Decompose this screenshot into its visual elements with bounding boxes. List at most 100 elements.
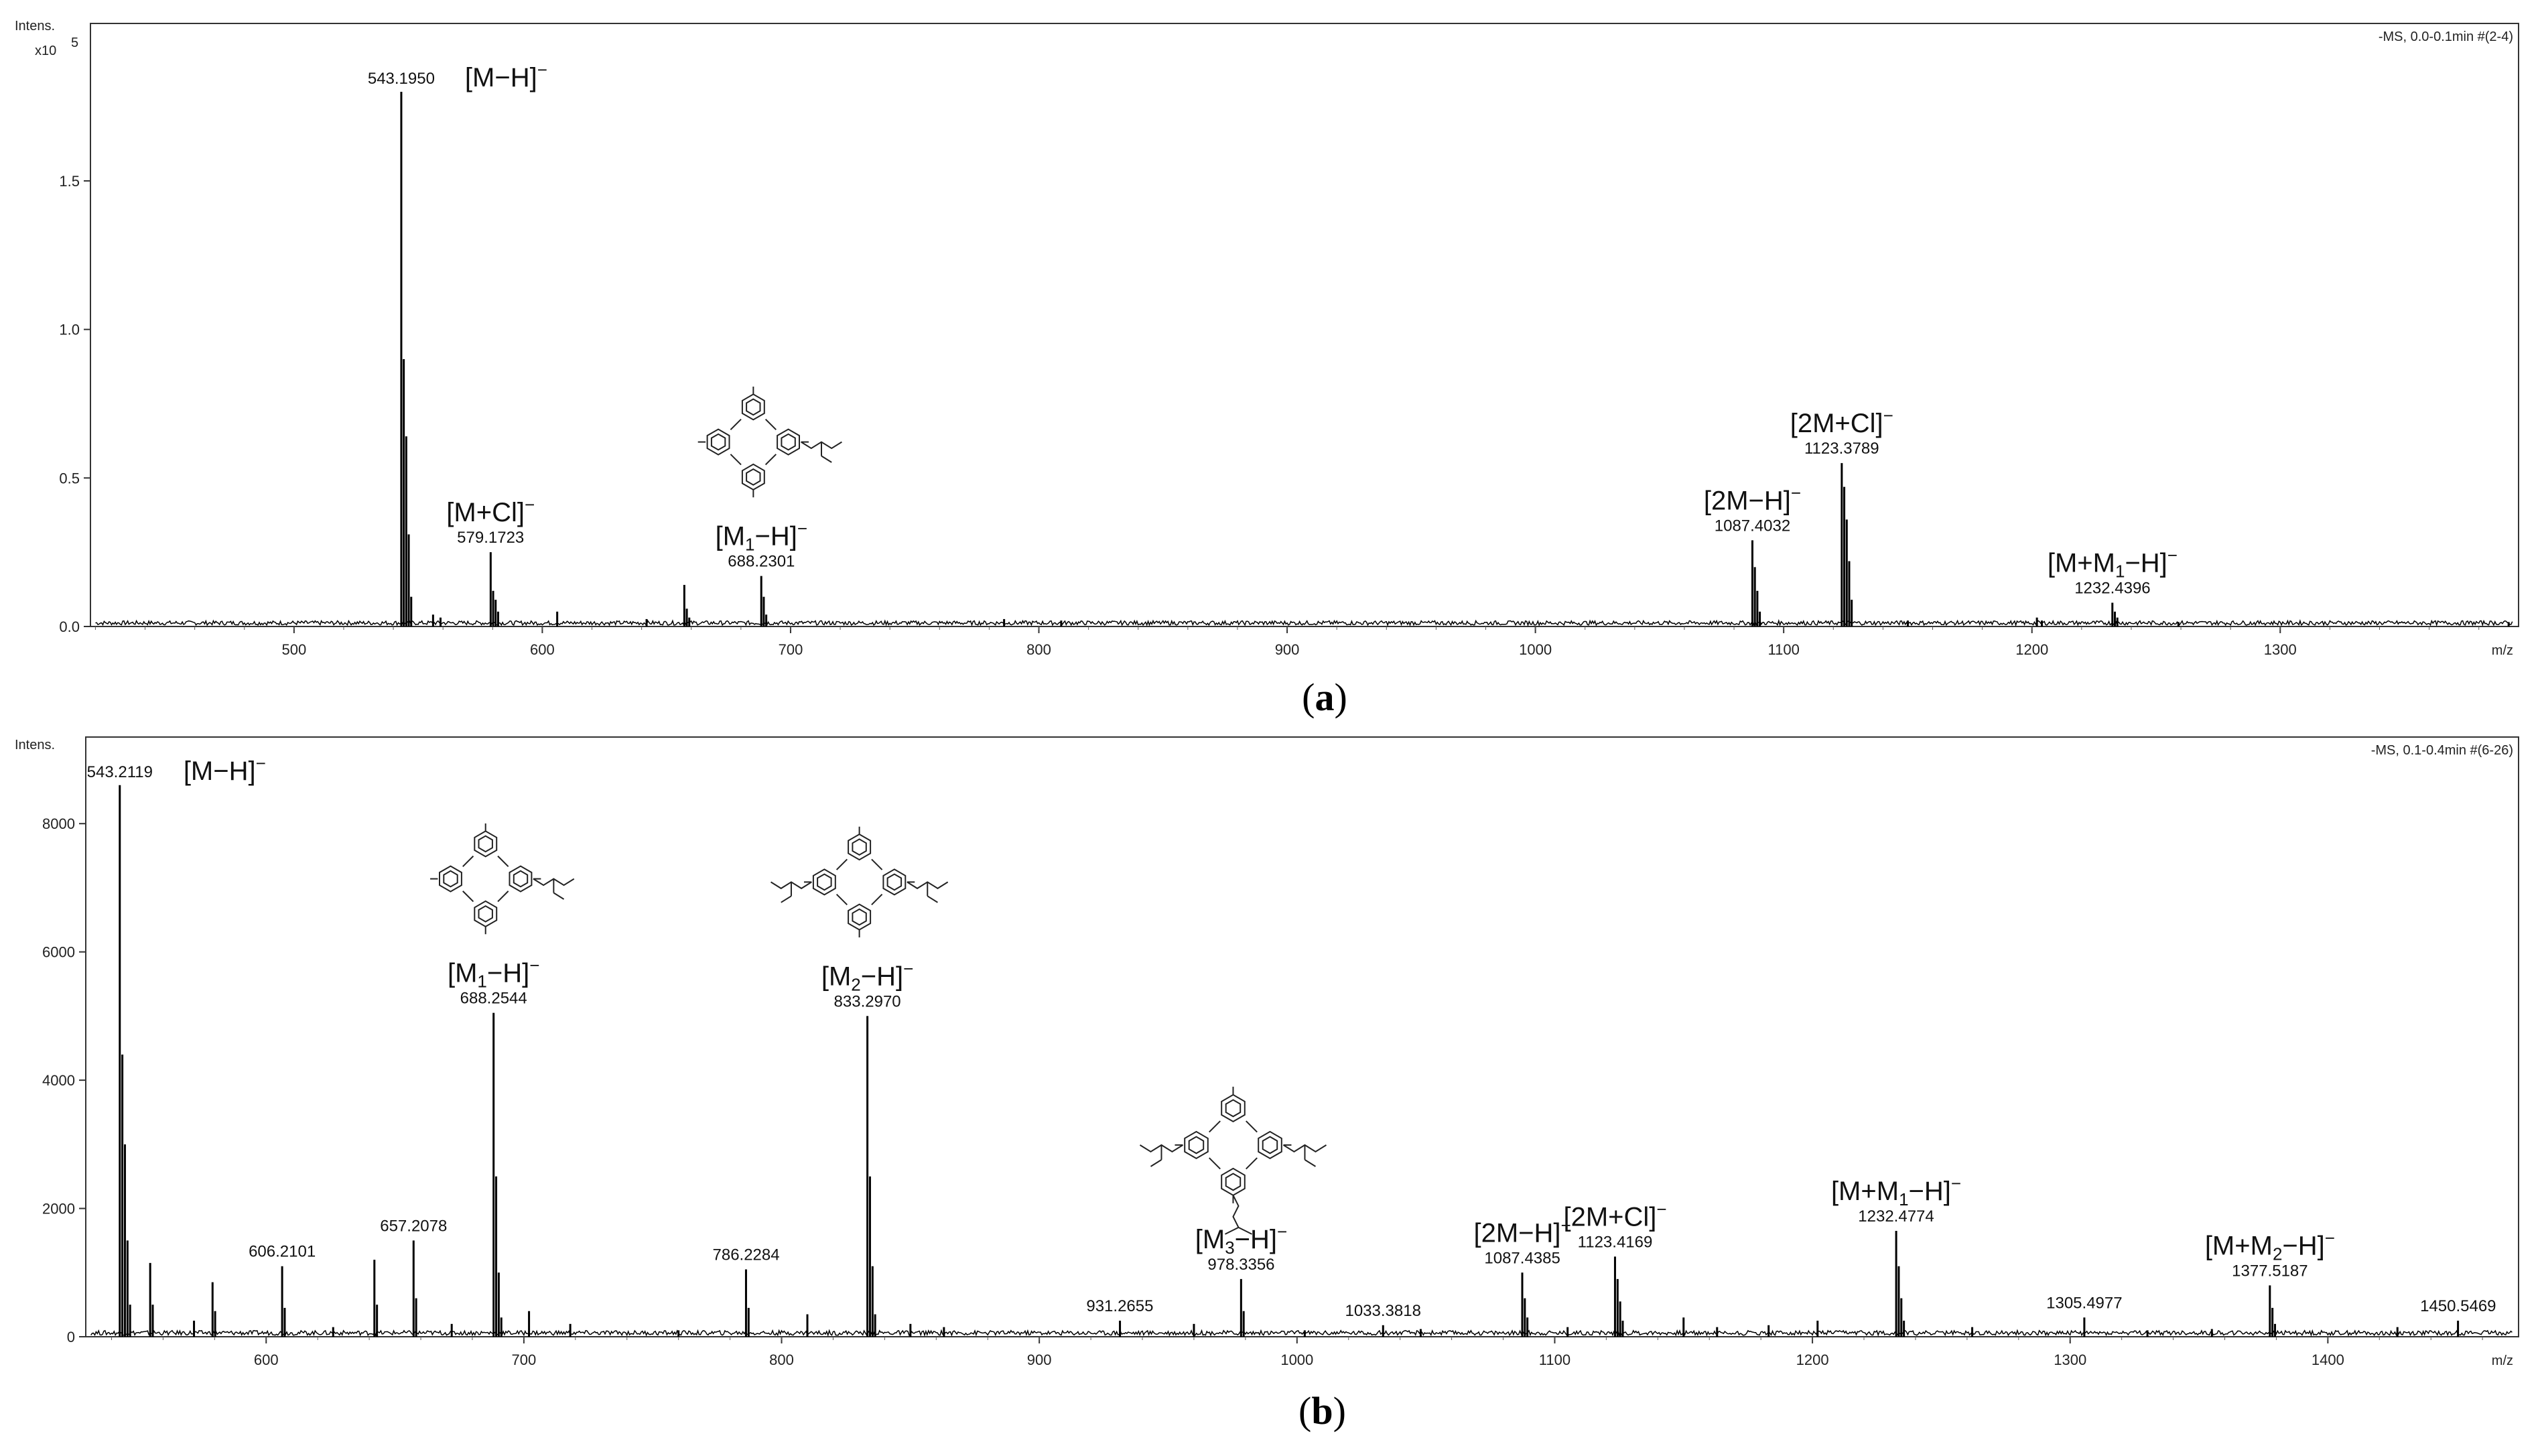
y-scale-label: x10 (35, 44, 56, 58)
ion-label: [2M−H]− (1474, 1215, 1571, 1248)
molecule-ring-inner (852, 908, 867, 926)
ion-label: [M−H]− (465, 60, 547, 92)
y-tick-label: 8000 (42, 815, 75, 832)
ion-label-text: −H] (1909, 1177, 1951, 1206)
baseline-trace (90, 1329, 2513, 1337)
molecule-ring-inner (1262, 1136, 1278, 1154)
ion-charge: − (537, 60, 547, 80)
x-tick-label: 800 (1026, 641, 1051, 658)
panel-paren: ( (1298, 1389, 1311, 1433)
molecule-structure-m3 (1139, 1086, 1327, 1235)
ion-charge: − (1791, 482, 1801, 503)
x-tick-label: 700 (779, 641, 803, 658)
x-tick-label: 800 (769, 1351, 794, 1368)
x-tick-label: 900 (1027, 1351, 1052, 1368)
molecule-structure-m1 (430, 823, 575, 935)
molecule-bridge (764, 418, 777, 431)
y-axis-label: Intens. (15, 738, 55, 752)
ion-label-text: [M (821, 962, 851, 991)
ion-subscript: 1 (745, 535, 754, 555)
molecule-ring (848, 833, 872, 861)
x-tick-label: 500 (281, 641, 306, 658)
molecule-bridge (462, 890, 474, 903)
molecule-bridge (1246, 1157, 1258, 1170)
x-tick-label: 1200 (1796, 1351, 1829, 1368)
x-axis-label: m/z (2492, 643, 2513, 658)
ion-label-text: [M−H] (465, 63, 537, 92)
molecule-ring (1184, 1130, 1209, 1160)
peak-value-label: 1087.4032 (1715, 517, 1790, 535)
ion-label-text: [M (1195, 1225, 1225, 1254)
molecule-structure-m2 (771, 826, 949, 938)
ion-label-text: [M−H] (184, 756, 256, 786)
ion-charge: − (1277, 1221, 1287, 1242)
panel-letter: a (1315, 675, 1335, 719)
molecule-ring (509, 865, 533, 892)
ion-label: [2M−H]− (1704, 482, 1801, 515)
molecule-ring-inner (1225, 1173, 1242, 1191)
y-axis-label: Intens. (15, 19, 55, 34)
x-tick-label: 600 (254, 1351, 279, 1368)
molecule-bridge (835, 893, 848, 906)
molecule-ring (474, 900, 498, 928)
peak-value-label: 606.2101 (249, 1243, 316, 1261)
molecule-bridge (1246, 1120, 1258, 1133)
ion-label-text: −H] (755, 522, 797, 551)
ion-label-text: [2M+Cl] (1563, 1202, 1656, 1232)
ion-subscript: 1 (2115, 561, 2125, 582)
peak-value-label: 657.2078 (380, 1217, 447, 1235)
acquisition-info: -MS, 0.1-0.4min #(6-26) (2371, 743, 2513, 758)
molecule-branch (821, 455, 832, 463)
peak-value-label: 1232.4396 (2074, 580, 2150, 598)
peak-value-label: 543.2119 (87, 763, 153, 781)
x-axis-label: m/z (2492, 1353, 2513, 1368)
molecule-structure-m1 (697, 386, 842, 498)
ion-charge: − (2167, 545, 2178, 566)
ion-label: [M−H]− (184, 753, 266, 786)
molecule-bridge (730, 418, 742, 431)
molecule-branch (553, 892, 565, 900)
ion-label-text: [2M+Cl] (1790, 409, 1883, 438)
molecule-ring (882, 868, 907, 896)
molecule-branch (781, 895, 792, 903)
molecule-ring (706, 428, 730, 456)
molecule-branch (1238, 1226, 1252, 1235)
peak-value-label: 543.1950 (368, 70, 435, 88)
peak-value-label: 1450.5469 (2420, 1297, 2496, 1315)
molecule-ring-inner (886, 873, 903, 891)
molecule-ring-inner (746, 398, 761, 416)
panel-letter: b (1311, 1389, 1333, 1433)
molecule-branch (927, 895, 938, 903)
baseline-trace (95, 618, 2513, 627)
panel-paren: ) (1333, 1389, 1346, 1433)
peak-value-label: 1377.5187 (2232, 1262, 2308, 1280)
ion-label-text: −H] (861, 962, 903, 991)
x-tick-label: 1100 (1539, 1351, 1570, 1368)
y-scale-exponent: 5 (71, 36, 78, 50)
ion-label-text: [M+M (1831, 1177, 1899, 1206)
plot-frame (90, 23, 2519, 627)
molecule-ring-inner (852, 838, 867, 856)
peak-value-label: 1305.4977 (2046, 1294, 2122, 1312)
ion-charge: − (2325, 1228, 2335, 1248)
molecule-ring (741, 463, 765, 491)
peak-value-label: 786.2284 (713, 1246, 780, 1264)
x-tick-label: 1300 (2054, 1351, 2086, 1368)
y-tick-label: 0 (67, 1329, 75, 1345)
ion-label: [2M+Cl]− (1563, 1199, 1666, 1232)
molecule-ring-inner (478, 835, 493, 853)
y-tick-label: 0.0 (59, 618, 80, 635)
ion-label-text: −H] (2125, 549, 2167, 578)
x-tick-label: 1000 (1519, 641, 1552, 658)
spectrum-panel-a: 0.0 0.5 1.0 1.5 500 600 700 800 900 1000 1100 1200 1… (15, 19, 2519, 719)
ion-label: [M3−H]− (1195, 1221, 1287, 1258)
ion-label: [2M+Cl]− (1790, 405, 1893, 438)
peak-value-label: 1087.4385 (1484, 1249, 1560, 1267)
molecule-branch (1150, 1159, 1162, 1167)
acquisition-info: -MS, 0.0-0.1min #(2-4) (2379, 29, 2513, 44)
molecule-bridge (1209, 1157, 1221, 1170)
ion-charge: − (1561, 1215, 1571, 1235)
x-tick-label: 900 (1275, 641, 1300, 658)
molecule-ring (1221, 1167, 1246, 1197)
x-tick-label: 1000 (1280, 1351, 1313, 1368)
